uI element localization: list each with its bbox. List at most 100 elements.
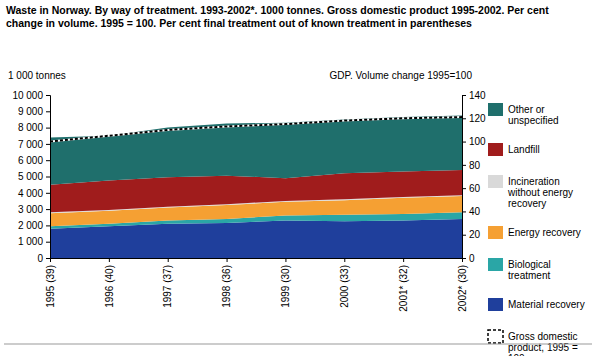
text-line: change in volume. 1995 = 100. Per cent f…: [6, 17, 472, 29]
tick-label: 4 000: [18, 188, 43, 199]
tick-label: 10 000: [12, 90, 43, 101]
text-line: Biological: [508, 259, 551, 270]
text-line: without energy: [507, 187, 573, 198]
tick-mark: [46, 95, 50, 96]
tick: 1996 (40): [104, 258, 115, 308]
tick-label: 1 000: [18, 236, 43, 247]
text-line: Incineration: [508, 176, 560, 187]
tick-mark: [46, 225, 50, 226]
tick-label: 20: [469, 229, 481, 240]
title: Waste in Norway. By way of treatment. 19…: [6, 4, 549, 29]
tick-label: 1996 (40): [104, 265, 115, 308]
tick: 5 000: [18, 171, 50, 182]
legend-swatch: [488, 143, 503, 156]
tick: 10 000: [12, 90, 50, 101]
tick-label: 60: [469, 183, 481, 194]
tick-label: 6 000: [18, 155, 43, 166]
tick-label: 0: [37, 253, 43, 264]
tick-mark: [109, 258, 110, 262]
tick: 8 000: [18, 122, 50, 133]
legend-label: Incinerationwithout energyrecovery: [507, 176, 573, 209]
tick-label: 7 000: [18, 139, 43, 150]
legend-swatch: [488, 103, 503, 116]
tick-label: 1999 (30): [280, 265, 291, 308]
tick-label: 3 000: [18, 204, 43, 215]
tick-mark: [462, 188, 466, 189]
tick-label: 1998 (36): [221, 265, 232, 308]
text-line: Waste in Norway. By way of treatment. 19…: [6, 4, 549, 16]
tick: 1 000: [18, 236, 50, 247]
text-line: recovery: [508, 198, 546, 209]
axis-line: [463, 96, 467, 259]
legend: Other orunspecified Landfill Incinerationw…: [488, 103, 585, 356]
legend-swatch: [488, 175, 503, 188]
tick-label: 1997 (37): [162, 265, 173, 308]
tick-mark: [46, 144, 50, 145]
text-line: Other or: [508, 104, 545, 115]
text-line: Landfill: [508, 144, 540, 155]
legend-swatch: [488, 226, 503, 239]
legend-label: Material recovery: [508, 299, 585, 310]
legend-label: Landfill: [508, 144, 540, 155]
axis: 0 1 000 2 000 3 000 4 000 5 000 6 000 7 000 8 00…: [12, 90, 50, 264]
legend-swatch: [488, 298, 503, 311]
text-line: 100: [508, 353, 525, 356]
tick: 1998 (36): [221, 258, 232, 308]
axis: 1995 (39) 1996 (40) 1997 (37) 1998 (36) 1999…: [45, 258, 468, 312]
tick-label: 120: [469, 113, 486, 124]
text-line: Material recovery: [508, 299, 585, 310]
tick: 2001* (32): [398, 258, 409, 312]
tick-mark: [344, 258, 345, 262]
tick-mark: [46, 111, 50, 112]
tick: 1995 (39): [45, 258, 56, 308]
tick: 0: [37, 253, 50, 264]
tick: 6 000: [18, 155, 50, 166]
tick: 40: [462, 206, 481, 217]
tick-label: 1995 (39): [45, 265, 56, 308]
text-line: Gross domestic: [508, 331, 577, 342]
tick: 60: [462, 183, 481, 194]
legend-label: Other orunspecified: [508, 104, 559, 126]
tick-mark: [403, 258, 404, 262]
tick-label: 0: [469, 253, 475, 264]
text-line: Energy recovery: [508, 227, 581, 238]
tick-mark: [462, 258, 466, 259]
tick-label: 5 000: [18, 171, 43, 182]
tick-mark: [46, 193, 50, 194]
text-line: unspecified: [508, 115, 559, 126]
area: [50, 115, 462, 184]
tick: 2 000: [18, 220, 50, 231]
legend-swatch: [488, 330, 503, 343]
text-line: treatment: [508, 270, 550, 281]
tick: 1997 (37): [162, 258, 173, 308]
axis-line: [51, 259, 463, 263]
tick-mark: [462, 142, 466, 143]
tick-label: 140: [469, 90, 486, 101]
tick: 2002* (30): [457, 258, 468, 312]
tick-mark: [462, 235, 466, 236]
tick: 7 000: [18, 139, 50, 150]
line: [50, 117, 462, 141]
tick: 20: [462, 229, 481, 240]
tick: 4 000: [18, 188, 50, 199]
tick-label: 8 000: [18, 122, 43, 133]
tick-label: 2000 (33): [339, 265, 350, 308]
tick-label: 80: [469, 160, 481, 171]
tick-mark: [462, 211, 466, 212]
tick-label: 100: [469, 136, 486, 147]
tick-mark: [285, 258, 286, 262]
tick: 100: [462, 136, 486, 147]
tick: 9 000: [18, 106, 50, 117]
tick: 0: [462, 253, 475, 264]
tick: 1999 (30): [280, 258, 291, 308]
plot-area: [50, 115, 462, 258]
tick-mark: [168, 258, 169, 262]
line-halo: [50, 117, 462, 141]
legend-swatch: [488, 258, 503, 271]
tick-mark: [46, 209, 50, 210]
y2-axis-title: GDP. Volume change 1995=100: [330, 70, 473, 81]
tick-mark: [46, 177, 50, 178]
tick-mark: [46, 258, 50, 259]
tick-label: 40: [469, 206, 481, 217]
tick-label: 2002* (30): [457, 265, 468, 312]
